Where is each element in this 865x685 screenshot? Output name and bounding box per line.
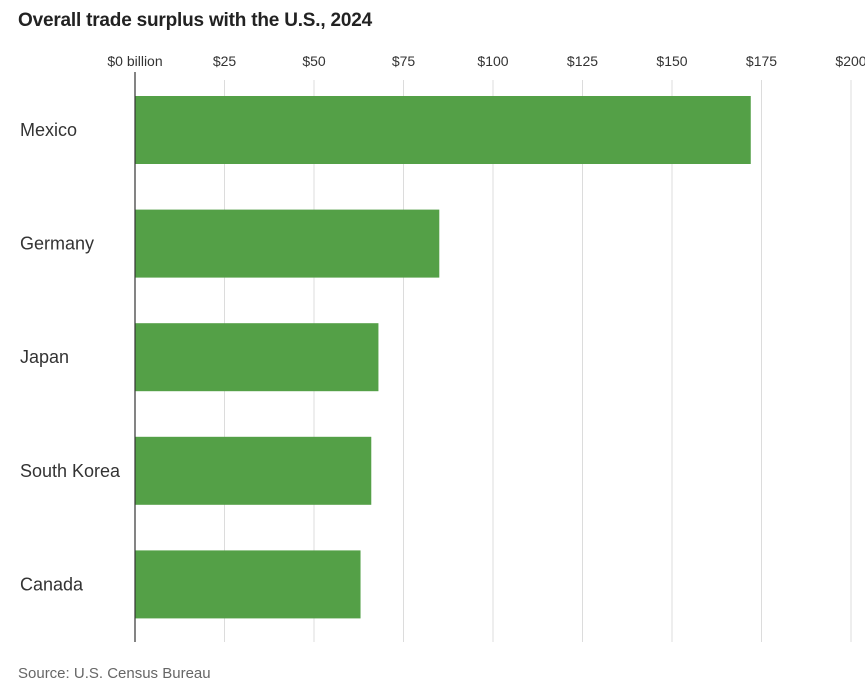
category-label: Japan [20, 347, 69, 367]
category-label: Mexico [20, 120, 77, 140]
category-label: South Korea [20, 461, 121, 481]
bar-germany [135, 209, 440, 278]
bar-canada [135, 550, 361, 619]
x-tick-label: $175 [746, 53, 777, 69]
bar-mexico [135, 96, 751, 164]
x-tick-label: $25 [213, 53, 237, 69]
x-tick-label: $0 billion [107, 53, 162, 69]
category-labels: Mexico Germany Japan South Korea Canada [20, 120, 121, 594]
x-tick-label: $100 [477, 53, 508, 69]
category-label: Canada [20, 574, 84, 594]
x-tick-label: $150 [656, 53, 687, 69]
category-label: Germany [20, 234, 94, 254]
x-tick-label: $200 [835, 53, 865, 69]
x-tick-label: $50 [302, 53, 326, 69]
bar-japan [135, 323, 379, 392]
x-tick-labels: $0 billion $25 $50 $75 $100 $125 $150 $175 $200 [107, 53, 865, 69]
x-tick-label: $75 [392, 53, 416, 69]
bar-south-korea [135, 436, 372, 505]
source-note: Source: U.S. Census Bureau [18, 665, 211, 682]
x-tick-label: $125 [567, 53, 598, 69]
chart-title: Overall trade surplus with the U.S., 202… [18, 10, 372, 31]
bars [135, 96, 751, 619]
